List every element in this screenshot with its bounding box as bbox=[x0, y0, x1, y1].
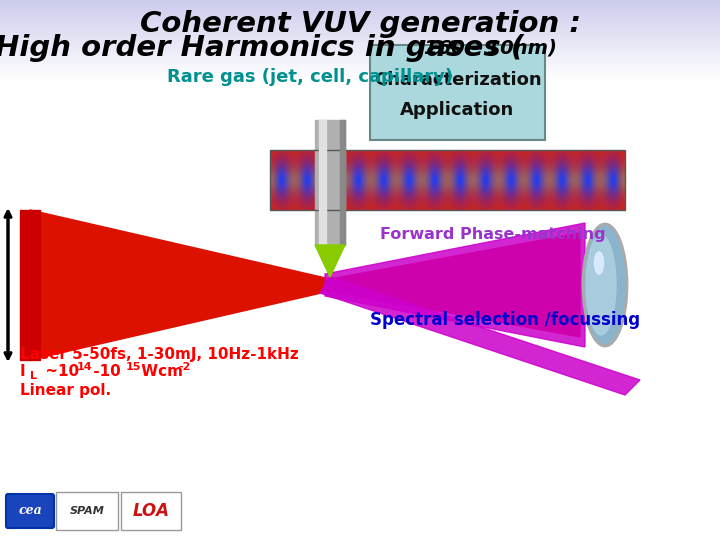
Text: Forward Phase-matching: Forward Phase-matching bbox=[380, 227, 606, 242]
Bar bbox=[340, 120, 345, 245]
Polygon shape bbox=[330, 233, 580, 337]
Text: LOA: LOA bbox=[132, 502, 169, 520]
Bar bbox=[315, 120, 345, 245]
Text: -10: -10 bbox=[88, 364, 121, 380]
Bar bbox=[270, 150, 625, 210]
Text: Linear pol.: Linear pol. bbox=[20, 382, 111, 397]
Text: Laser 5-50fs, 1-30mJ, 10Hz-1kHz: Laser 5-50fs, 1-30mJ, 10Hz-1kHz bbox=[20, 348, 299, 362]
Ellipse shape bbox=[584, 225, 626, 345]
Text: 15: 15 bbox=[126, 362, 141, 372]
Text: High order Harmonics in gases (: High order Harmonics in gases ( bbox=[0, 34, 525, 62]
Text: 160 - 10nm): 160 - 10nm) bbox=[423, 38, 557, 57]
FancyBboxPatch shape bbox=[56, 492, 118, 530]
Text: Coherent VUV generation :: Coherent VUV generation : bbox=[140, 10, 580, 38]
Text: -2: -2 bbox=[178, 362, 190, 372]
FancyBboxPatch shape bbox=[6, 494, 54, 528]
FancyBboxPatch shape bbox=[121, 492, 181, 530]
Text: Rare gas (jet, cell, capillary): Rare gas (jet, cell, capillary) bbox=[167, 68, 453, 86]
Text: Spectral selection /focussing: Spectral selection /focussing bbox=[370, 311, 640, 329]
Text: I: I bbox=[20, 364, 26, 380]
Text: Application: Application bbox=[400, 100, 515, 119]
Text: Wcm: Wcm bbox=[136, 364, 183, 380]
Bar bbox=[319, 120, 326, 245]
Ellipse shape bbox=[595, 252, 603, 274]
Text: L: L bbox=[30, 371, 37, 381]
Polygon shape bbox=[30, 210, 330, 360]
Polygon shape bbox=[315, 245, 345, 277]
Text: 14: 14 bbox=[77, 362, 93, 372]
Ellipse shape bbox=[586, 235, 616, 335]
Text: ~10: ~10 bbox=[40, 364, 79, 380]
Polygon shape bbox=[320, 277, 640, 395]
Text: Characterization: Characterization bbox=[374, 71, 541, 89]
Text: SPAM: SPAM bbox=[70, 506, 104, 516]
Bar bbox=[20, 210, 40, 360]
FancyBboxPatch shape bbox=[370, 45, 545, 140]
Text: cea: cea bbox=[18, 504, 42, 517]
Polygon shape bbox=[325, 223, 585, 347]
